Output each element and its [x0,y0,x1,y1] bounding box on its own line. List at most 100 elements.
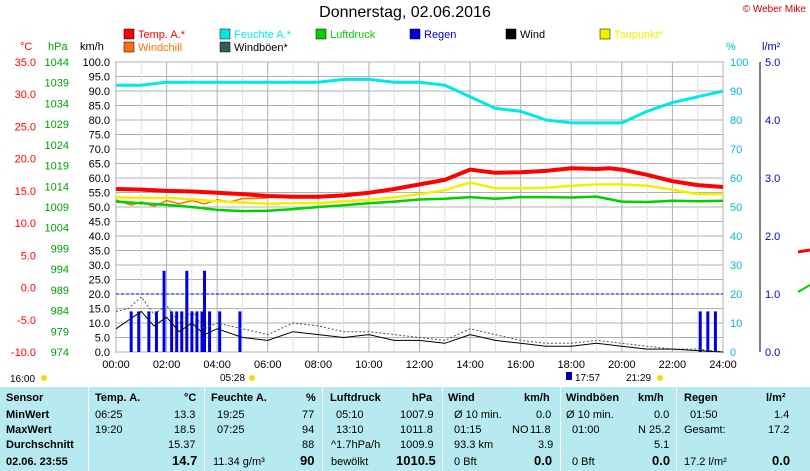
humidity-tick-label: 70 [730,144,742,156]
pressure-tick-label: 989 [51,285,69,297]
temp-tick-label: 15.0 [15,186,36,198]
row-label-avg: Durchschnitt [6,439,74,451]
header-temp-unit: °C [184,392,197,404]
time-tick-label: 00:00 [102,359,130,371]
table-divider [204,387,205,471]
legend-label: Regen [424,29,456,41]
rain-tick-label: 4.0 [765,115,780,127]
press-max-value: 1011.8 [400,424,433,436]
pressure-tick-label: 974 [51,347,69,359]
rain-bar [208,311,212,352]
wind-tick-label: 0.0 [95,347,110,359]
temp-tick-label: 10.0 [15,218,36,230]
time-tick-label: 06:00 [254,359,282,371]
chart-title: Donnerstag, 02.06.2016 [319,4,491,21]
wind-tick-label: 75.0 [89,130,110,142]
hum-min-value: 77 [302,409,315,421]
header-sensor: Sensor [6,392,44,404]
pressure-tick-label: 979 [51,326,69,338]
rain-bar [203,270,207,352]
pressure-tick-label: 1029 [45,119,69,131]
legend-swatch [315,28,327,40]
hum-current-value: 90 [300,453,315,468]
wind-tick-label: 35.0 [89,246,110,258]
time-tick-label: 22:00 [659,359,687,371]
legend-label: Wind [520,29,545,41]
rain-total-label: Gesamt: [684,424,726,436]
wind-tick-label: 100.0 [82,57,110,69]
temp-min-value: 13.3 [174,409,196,421]
wind-tick-label: 85.0 [89,101,110,113]
legend-label: Feuchte A.* [234,29,292,41]
legend-label: Temp. A.* [138,29,186,41]
time-tick-label: 24:00 [709,359,737,371]
rain-tick-label: 3.0 [765,173,780,185]
rain-max-time: 01:50 [690,409,718,421]
time-tick-label: 04:00 [203,359,231,371]
series-line-windben [115,296,724,353]
rain-bar [180,311,184,352]
table-divider [442,387,443,471]
wind-avg10-value: 0.0 [536,409,552,421]
rain-current-value: 0.0 [772,453,791,468]
hum-max-value: 94 [302,424,315,436]
wind-max-value: 11.8 [530,424,551,436]
pressure-tick-label: 984 [51,306,69,318]
humidity-tick-label: 50 [730,202,742,214]
legend-label: Windböen* [234,42,289,54]
temp-max-value: 18.5 [174,424,196,436]
sunset-marker-icon [566,372,572,380]
rain-bar [162,270,166,352]
header-rain: Regen [684,392,718,404]
humidity-unit: % [726,41,736,53]
series-line-wind [115,310,724,353]
header-gust: Windböen [566,392,620,404]
credit-text: © Weber Mike [742,4,806,15]
legend-swatch [123,41,135,53]
time-tick-label: 12:00 [406,359,434,371]
legend-label: Luftdruck [330,29,376,41]
humidity-tick-label: 80 [730,115,742,127]
header-pressure: Luftdruck [330,392,381,404]
time-tick-label: 16:00 [507,359,535,371]
wind-tick-label: 5.0 [95,333,110,345]
wind-max-time: 01:15 [454,424,482,436]
rain-tick-label: 1.0 [765,289,780,301]
moon-icon [657,375,663,381]
rain-tick-label: 5.0 [765,57,780,69]
rain-bar [218,311,222,352]
gust-avg10-label: Ø 10 min. [566,409,614,421]
gust-beaufort: 0 Bft [572,456,595,468]
temp-tick-label: -5.0 [17,315,36,327]
humidity-tick-label: 20 [730,289,742,301]
temp-max-time: 19:20 [95,424,123,436]
wind-avg10-label: Ø 10 min. [454,409,502,421]
temp-avg-value: 15.37 [168,439,196,451]
wind-tick-label: 50.0 [89,202,110,214]
legend-swatch [219,41,231,53]
temp-unit: °C [20,41,32,53]
humidity-tick-label: 90 [730,86,742,98]
pressure-tick-label: 1004 [45,223,69,235]
rain-tick-label: 0.0 [765,347,780,359]
rain-tick-label: 2.0 [765,231,780,243]
header-wind: Wind [448,392,475,404]
humidity-tick-label: 30 [730,260,742,272]
rain-bar [713,311,717,352]
pressure-tick-label: 1034 [45,98,69,110]
time-tick-label: 20:00 [608,359,636,371]
sunset-label: 21:29 [626,373,651,384]
gust-current-value: 0.0 [652,453,671,468]
wind-beaufort: 0 Bft [454,456,477,468]
pressure-tick-label: 994 [51,264,69,276]
humidity-tick-label: 40 [730,231,742,243]
time-tick-label: 18:00 [557,359,585,371]
rain-bar [129,311,133,352]
time-tick-label: 02:00 [153,359,181,371]
rain-unit: l/m² [762,41,781,53]
header-rain-unit: l/m² [766,392,786,404]
wind-distance: 93.3 km [454,439,494,451]
rain-bar [698,311,702,352]
press-trend: ^1.7hPa/h [331,439,381,451]
legend-label: Windchill [138,42,182,54]
